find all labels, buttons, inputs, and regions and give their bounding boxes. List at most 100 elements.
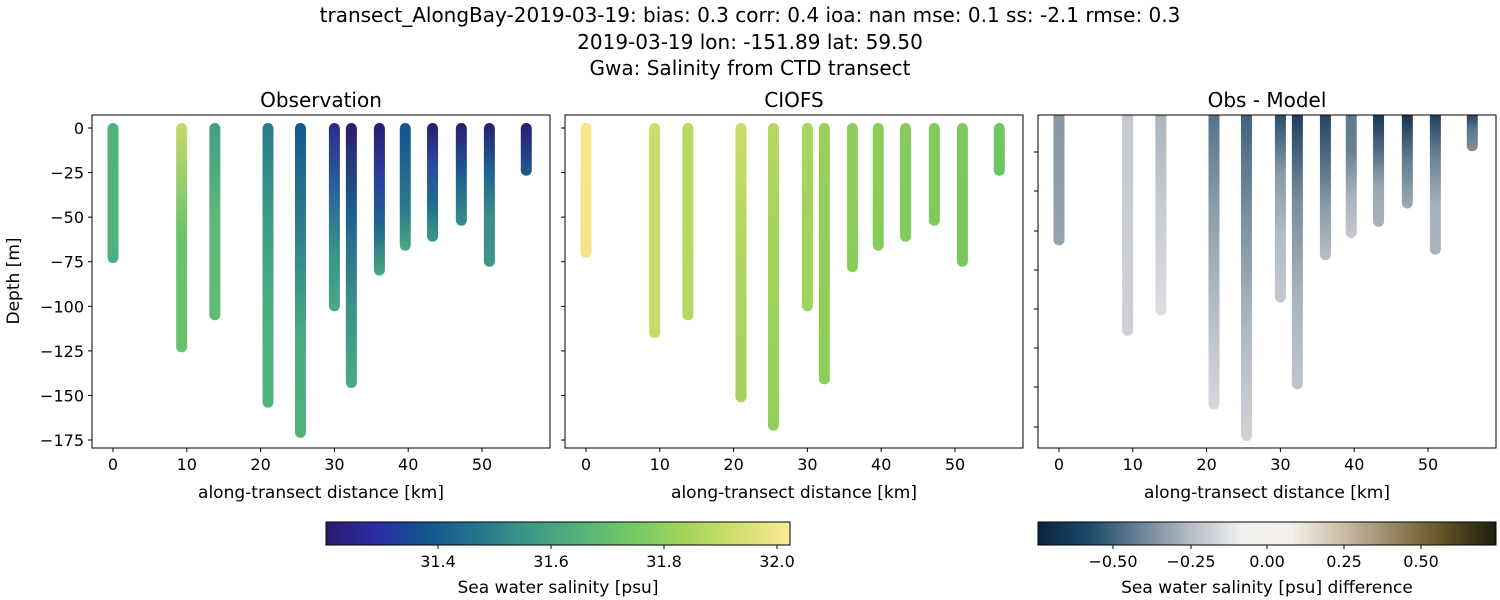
x-tick-label: 30 bbox=[324, 455, 344, 474]
station-profile bbox=[328, 123, 340, 312]
panel-0: Observation 0 −25 −50 −75 −100 −125 −150 −175 0 10… bbox=[4, 88, 551, 503]
colorbar-tick-label: −0.25 bbox=[1166, 552, 1215, 571]
station-profile bbox=[928, 123, 940, 226]
station-profile bbox=[1466, 115, 1478, 152]
x-tick-label: 30 bbox=[1270, 455, 1290, 474]
station-profile bbox=[294, 123, 306, 438]
colorbar-gradient bbox=[325, 521, 791, 546]
station-profile bbox=[1319, 115, 1331, 261]
colorbar-tick-label: 32.0 bbox=[759, 552, 795, 571]
station-profile bbox=[1401, 115, 1413, 209]
colorbar-tick-label: 0.25 bbox=[1326, 552, 1362, 571]
station-profile bbox=[767, 123, 779, 431]
y-tick-label: −125 bbox=[40, 342, 84, 361]
axes-frame bbox=[91, 114, 551, 449]
panel-2: Obs - Model 0 10 20 30 40 50 along-transect dis… bbox=[1034, 88, 1497, 503]
station-profile bbox=[345, 123, 357, 388]
y-tick-label: −150 bbox=[40, 386, 84, 405]
station-profile bbox=[649, 123, 661, 339]
station-profile bbox=[483, 123, 495, 267]
y-tick-label: 0 bbox=[74, 119, 84, 138]
x-tick-label: 0 bbox=[581, 455, 591, 474]
x-axis-label: along-transect distance [km] bbox=[1144, 483, 1390, 503]
x-tick-label: 50 bbox=[1418, 455, 1438, 474]
station-profile bbox=[993, 123, 1005, 176]
colorbar-tick-label: 31.8 bbox=[646, 552, 682, 571]
x-tick-label: 20 bbox=[723, 455, 743, 474]
station-profile bbox=[1240, 115, 1252, 442]
figure-title-line: 2019-03-19 lon: -151.89 lat: 59.50 bbox=[577, 30, 923, 54]
y-tick-label: −175 bbox=[40, 431, 84, 450]
station-profile bbox=[1122, 115, 1134, 336]
station-profile bbox=[1429, 115, 1441, 255]
station-profile bbox=[1274, 115, 1286, 303]
y-tick-label: −25 bbox=[50, 164, 84, 183]
x-tick-label: 0 bbox=[1054, 455, 1064, 474]
axes-frame bbox=[1037, 114, 1497, 449]
x-tick-label: 40 bbox=[1344, 455, 1364, 474]
station-profile bbox=[900, 123, 912, 242]
station-profile bbox=[818, 123, 830, 385]
data-marks bbox=[107, 123, 532, 438]
colorbar-label: Sea water salinity [psu] bbox=[458, 578, 659, 598]
colorbar-1: −0.50 −0.25 0.00 0.25 0.50 Sea water salinity… bbox=[1037, 521, 1497, 598]
x-tick-label: 20 bbox=[1196, 455, 1216, 474]
data-marks bbox=[580, 123, 1005, 431]
station-profile bbox=[262, 123, 274, 408]
x-tick-label: 10 bbox=[650, 455, 670, 474]
colorbar-0: 31.4 31.6 31.8 32.0 Sea water salinity [psu] bbox=[325, 521, 795, 598]
subplot-title: CIOFS bbox=[764, 88, 823, 112]
colorbar-tick-label: 0.00 bbox=[1249, 552, 1285, 571]
x-tick-label: 50 bbox=[945, 455, 965, 474]
colorbar-label: Sea water salinity [psu] difference bbox=[1121, 578, 1413, 598]
station-profile bbox=[427, 123, 439, 242]
x-tick-label: 20 bbox=[250, 455, 270, 474]
station-profile bbox=[1345, 115, 1357, 238]
station-profile bbox=[107, 123, 119, 264]
axes-frame bbox=[564, 114, 1024, 449]
figure-title-line: transect_AlongBay-2019-03-19: bias: 0.3 … bbox=[320, 3, 1181, 27]
x-tick-label: 10 bbox=[177, 455, 197, 474]
station-profile bbox=[520, 123, 532, 176]
station-profile bbox=[1155, 115, 1167, 316]
station-profile bbox=[176, 123, 188, 353]
station-profile bbox=[455, 123, 467, 226]
panel-1: CIOFS 0 10 20 30 40 50 along-transect distance … bbox=[561, 88, 1024, 503]
station-profile bbox=[682, 123, 694, 321]
x-tick-label: 10 bbox=[1123, 455, 1143, 474]
station-profile bbox=[399, 123, 411, 251]
station-profile bbox=[735, 123, 747, 403]
station-profile bbox=[580, 123, 592, 258]
subplot-title: Obs - Model bbox=[1208, 88, 1327, 112]
x-tick-label: 40 bbox=[871, 455, 891, 474]
colorbar-gradient bbox=[1037, 521, 1497, 546]
x-tick-label: 30 bbox=[797, 455, 817, 474]
station-profile bbox=[956, 123, 968, 267]
station-profile bbox=[373, 123, 385, 276]
data-marks bbox=[1053, 115, 1478, 442]
station-profile bbox=[872, 123, 884, 251]
station-profile bbox=[1373, 115, 1385, 227]
colorbar-tick-label: −0.50 bbox=[1088, 552, 1137, 571]
y-tick-label: −50 bbox=[50, 208, 84, 227]
x-tick-label: 40 bbox=[398, 455, 418, 474]
station-profile bbox=[1053, 115, 1065, 246]
y-tick-label: −75 bbox=[50, 253, 84, 272]
station-profile bbox=[801, 123, 813, 312]
station-profile bbox=[1291, 115, 1303, 390]
subplot-title: Observation bbox=[260, 88, 382, 112]
y-axis-label: Depth [m] bbox=[4, 237, 24, 324]
x-axis-label: along-transect distance [km] bbox=[671, 483, 917, 503]
figure-title-line: Gwa: Salinity from CTD transect bbox=[590, 56, 911, 80]
colorbar-tick-label: 31.4 bbox=[420, 552, 456, 571]
x-tick-label: 0 bbox=[108, 455, 118, 474]
y-tick-label: −100 bbox=[40, 297, 84, 316]
x-axis-label: along-transect distance [km] bbox=[198, 483, 444, 503]
x-tick-label: 50 bbox=[472, 455, 492, 474]
station-profile bbox=[846, 123, 858, 273]
station-profile bbox=[209, 123, 221, 321]
station-profile bbox=[1208, 115, 1220, 410]
colorbar-tick-label: 31.6 bbox=[533, 552, 569, 571]
colorbar-tick-label: 0.50 bbox=[1403, 552, 1439, 571]
